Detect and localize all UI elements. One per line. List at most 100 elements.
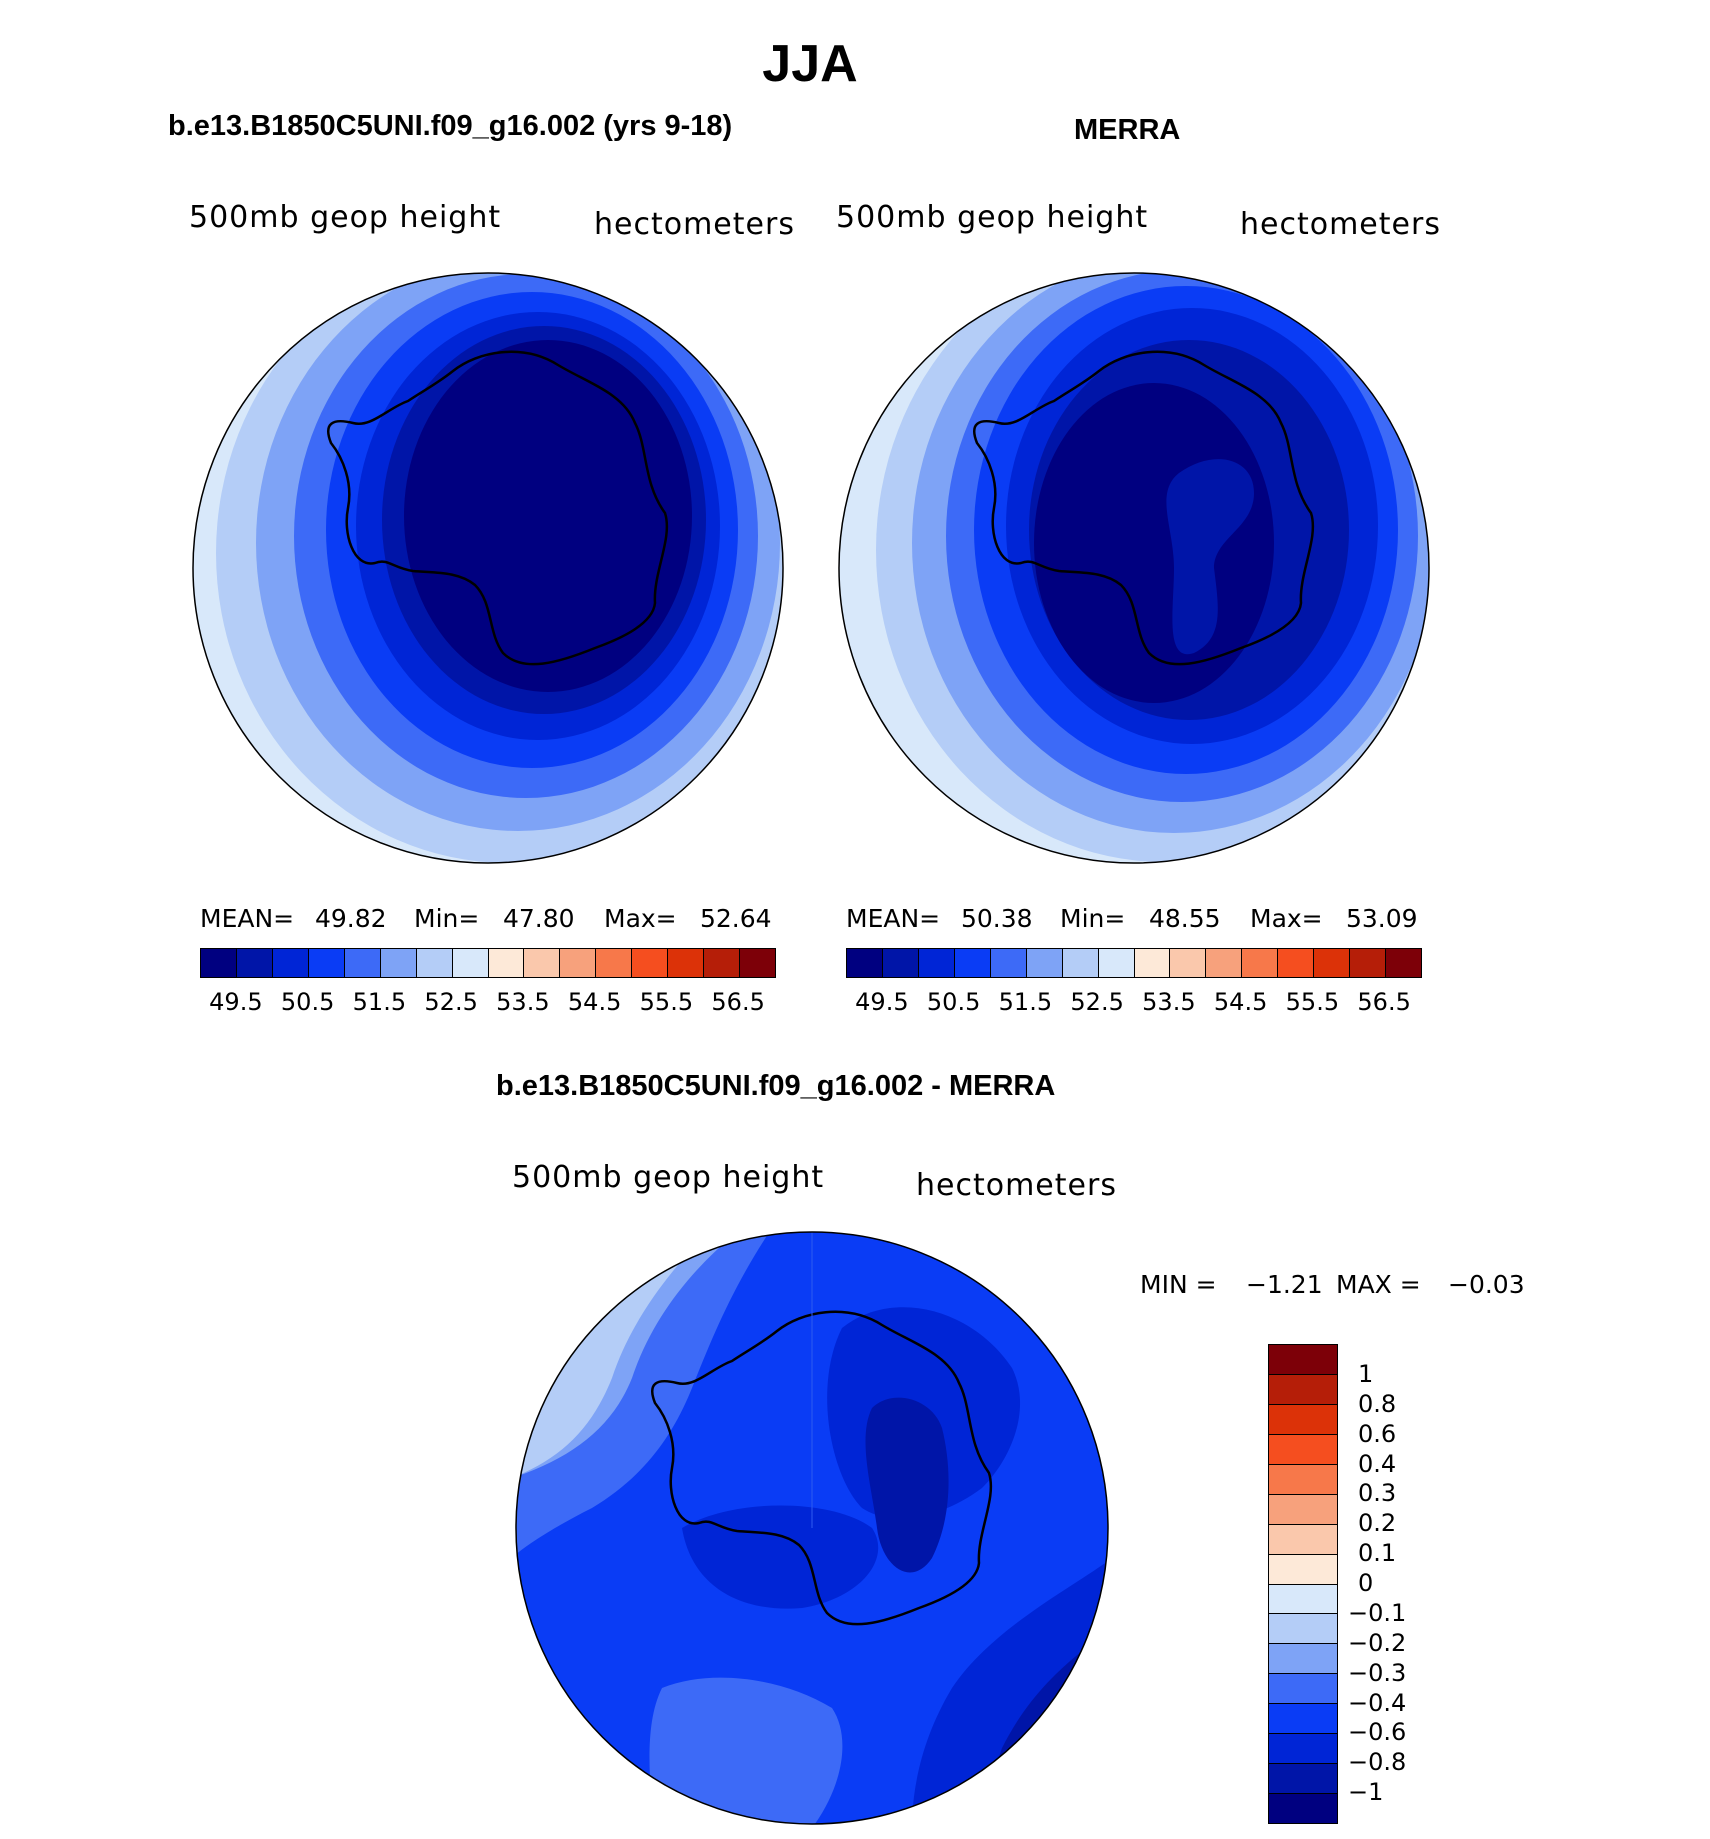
colorbar-swatch [416, 949, 453, 977]
map-boundary [838, 272, 1430, 864]
panel-model-field-label: 500mb geop height [189, 200, 502, 235]
contour-band [649, 1677, 843, 1824]
colorbar-tick-label: 0.4 [1358, 1449, 1397, 1478]
panel-diff-colorbar [1268, 1344, 1338, 1824]
colorbar-swatch [1062, 949, 1099, 977]
colorbar-tick-label: −0.8 [1348, 1748, 1407, 1777]
colorbar-swatch [1269, 1494, 1337, 1525]
colorbar-swatch [918, 949, 955, 977]
panel-model-max-label: Max= [604, 904, 677, 933]
colorbar-swatch [1026, 949, 1063, 977]
antarctica-coastline [973, 350, 1315, 666]
colorbar-tick-label: 0.8 [1358, 1389, 1397, 1418]
colorbar-tick-label: 49.5 [209, 988, 263, 1016]
panel-diff-max-label: MAX = [1336, 1270, 1421, 1299]
colorbar-swatch [704, 949, 741, 977]
panel-diff-map [515, 1231, 1109, 1825]
panel-model-colorbar-ticks: 49.5 50.5 51.5 52.5 53.5 54.5 55.5 56.5 [200, 988, 774, 1018]
colorbar-swatch [954, 949, 991, 977]
panel-obs-field-label: 500mb geop height [836, 200, 1149, 235]
panel-obs-units-label: hectometers [1240, 207, 1441, 242]
contour-band [1034, 383, 1274, 703]
colorbar-swatch [1098, 949, 1135, 977]
colorbar-swatch [990, 949, 1027, 977]
colorbar-swatch [1170, 949, 1207, 977]
colorbar-swatch [1269, 1674, 1337, 1705]
colorbar-swatch [1278, 949, 1315, 977]
panel-diff-colorbar-ticks: 1 0.8 0.6 0.4 0.3 0.2 0.1 0 −0.1 −0.2 −0.3 −0.4 −0.6… [1348, 1344, 1438, 1822]
colorbar-tick-label: 56.5 [711, 988, 765, 1016]
colorbar-tick-label: −0.3 [1348, 1658, 1407, 1687]
colorbar-tick-label: −1 [1348, 1778, 1384, 1807]
contour-band [1166, 459, 1254, 655]
colorbar-swatch [740, 949, 775, 977]
colorbar-swatch [1242, 949, 1279, 977]
colorbar-tick-label: −0.2 [1348, 1628, 1407, 1657]
colorbar-tick-label: 54.5 [567, 988, 622, 1016]
colorbar-swatch [344, 949, 381, 977]
colorbar-swatch [488, 949, 525, 977]
contour-band [865, 1397, 949, 1573]
colorbar-tick-label: 0.1 [1358, 1539, 1397, 1568]
colorbar-tick-label: 53.5 [1142, 988, 1196, 1016]
panel-model-map [192, 272, 784, 864]
colorbar-tick-label: 50.5 [926, 988, 981, 1016]
colorbar-swatch [560, 949, 597, 977]
colorbar-tick-label: 55.5 [1285, 988, 1340, 1016]
colorbar-swatch [1134, 949, 1171, 977]
panel-obs-map [838, 272, 1430, 864]
panel-model-min-label: Min= [414, 904, 480, 933]
colorbar-swatch [1269, 1764, 1337, 1795]
antarctica-coastline [327, 350, 669, 666]
panel-diff-min-value: −1.21 [1246, 1270, 1323, 1299]
panel-model-mean-label: MEAN= [200, 904, 295, 933]
colorbar-swatch [236, 949, 273, 977]
colorbar-tick-label: 1 [1358, 1359, 1374, 1388]
colorbar-swatch [1269, 1345, 1337, 1375]
panel-diff-units-label: hectometers [916, 1168, 1117, 1203]
map-boundary [515, 1231, 1109, 1825]
colorbar-swatch [668, 949, 705, 977]
panel-model-units-label: hectometers [594, 207, 795, 242]
colorbar-swatch [1206, 949, 1243, 977]
colorbar-swatch [1269, 1734, 1337, 1765]
colorbar-swatch [1269, 1404, 1337, 1435]
panel-model-min-value: 47.80 [503, 904, 575, 933]
colorbar-swatch [1386, 949, 1421, 977]
figure-title: JJA [762, 35, 858, 93]
colorbar-tick-label: 54.5 [1213, 988, 1268, 1016]
contour-band [682, 1505, 879, 1609]
colorbar-swatch [847, 949, 883, 977]
colorbar-tick-label: 0.2 [1358, 1509, 1397, 1538]
colorbar-tick-label: 55.5 [639, 988, 694, 1016]
colorbar-tick-label: −0.1 [1348, 1598, 1407, 1627]
colorbar-swatch [1269, 1524, 1337, 1555]
colorbar-swatch [632, 949, 669, 977]
contour-band [404, 340, 692, 692]
panel-diff-heading: b.e13.B1850C5UNI.f09_g16.002 - MERRA [496, 1070, 1056, 1102]
panel-obs-min-label: Min= [1060, 904, 1126, 933]
colorbar-tick-label: 56.5 [1357, 988, 1411, 1016]
colorbar-tick-label: −0.6 [1348, 1718, 1407, 1747]
colorbar-swatch [1269, 1374, 1337, 1405]
panel-diff-min-label: MIN = [1140, 1270, 1217, 1299]
contour-band [516, 1232, 772, 1558]
colorbar-swatch [1269, 1584, 1337, 1615]
colorbar-tick-label: 52.5 [1070, 988, 1124, 1016]
panel-obs-min-value: 48.55 [1149, 904, 1221, 933]
colorbar-swatch [1269, 1434, 1337, 1465]
panel-obs-max-value: 53.09 [1346, 904, 1418, 933]
colorbar-swatch [1350, 949, 1387, 977]
colorbar-tick-label: 0 [1358, 1569, 1374, 1597]
panel-model-max-value: 52.64 [700, 904, 772, 933]
colorbar-tick-label: 51.5 [352, 988, 407, 1016]
map-boundary [192, 272, 784, 864]
colorbar-tick-label: 53.5 [496, 988, 550, 1016]
panel-obs-mean-label: MEAN= [846, 904, 941, 933]
colorbar-tick-label: 49.5 [855, 988, 909, 1016]
panel-model-colorbar [200, 948, 776, 978]
panel-model-heading: b.e13.B1850C5UNI.f09_g16.002 (yrs 9-18) [168, 110, 733, 142]
colorbar-swatch [201, 949, 237, 977]
panel-obs-max-label: Max= [1250, 904, 1323, 933]
colorbar-swatch [380, 949, 417, 977]
